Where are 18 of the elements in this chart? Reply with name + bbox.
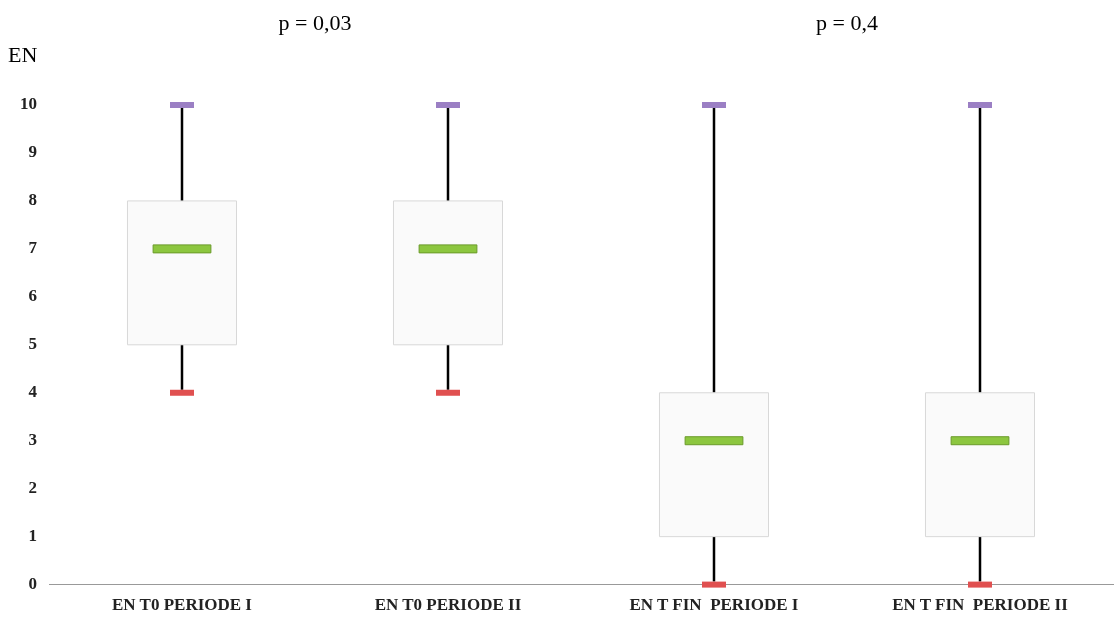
- x-tick-label: EN T0 PERIODE I: [112, 595, 253, 615]
- x-tick-label: EN T FIN PERIODE II: [892, 595, 1069, 615]
- y-tick-label: 1: [28, 526, 37, 546]
- y-tick-label: 4: [28, 382, 38, 402]
- y-tick-label: 9: [28, 142, 37, 162]
- text: p = 0,03: [278, 9, 352, 35]
- y-tick-label: 3: [28, 430, 37, 450]
- y-tick-label: 6: [28, 286, 37, 306]
- y-tick-label: 0: [28, 573, 37, 593]
- y-tick-label: 10: [20, 94, 37, 114]
- x-tick-label: EN T0 PERIODE II: [374, 595, 522, 615]
- x-tick-label: EN T FIN PERIODE I: [629, 595, 799, 615]
- y-tick-label: 7: [28, 238, 38, 258]
- y-axis-title: EN: [8, 41, 38, 67]
- y-tick-label: 2: [28, 478, 37, 498]
- y-tick-label: 8: [28, 190, 37, 210]
- y-tick-label: 5: [28, 334, 37, 354]
- text: p = 0,4: [816, 9, 878, 35]
